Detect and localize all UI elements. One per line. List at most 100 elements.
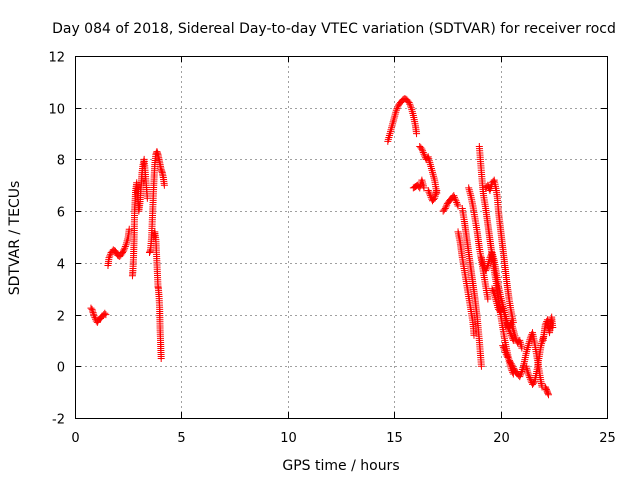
data-point: [524, 370, 532, 378]
data-point: [511, 334, 519, 342]
data-point: [88, 305, 96, 313]
data-point: [125, 225, 133, 233]
y-tick-label: 2: [57, 310, 65, 325]
data-point: [503, 352, 511, 360]
data-point: [158, 167, 166, 175]
data-point: [101, 309, 109, 317]
x-axis-label: GPS time / hours: [282, 458, 399, 474]
data-point: [119, 247, 127, 255]
data-point: [160, 181, 168, 189]
data-point: [426, 192, 434, 200]
data-point: [516, 371, 524, 379]
data-point: [477, 362, 485, 370]
data-point: [102, 311, 110, 319]
x-tick-label: 5: [177, 431, 185, 446]
data-point: [490, 288, 498, 296]
data-point: [453, 200, 461, 208]
data-point: [454, 202, 462, 210]
data-point: [441, 205, 449, 213]
data-point: [90, 310, 98, 318]
data-point: [507, 360, 515, 368]
data-point: [106, 250, 114, 258]
data-point: [417, 144, 425, 152]
data-point: [470, 331, 478, 339]
data-point: [450, 193, 458, 201]
data-point: [484, 295, 492, 303]
y-tick-label: 0: [57, 361, 65, 376]
data-point: [393, 105, 401, 113]
data-point: [121, 242, 129, 250]
data-point: [405, 99, 413, 107]
data-point: [90, 312, 98, 320]
data-point: [153, 149, 161, 157]
x-tick-label: 15: [386, 431, 403, 446]
data-point: [544, 391, 552, 399]
data-point: [450, 192, 458, 200]
data-point: [502, 350, 510, 358]
data-point: [420, 150, 428, 158]
y-tick-label: 12: [48, 51, 65, 66]
data-point: [106, 252, 114, 260]
plot-frame: [75, 56, 608, 419]
data-point: [506, 357, 514, 365]
data-point: [526, 375, 534, 383]
data-point: [419, 147, 427, 155]
x-tick-label: 10: [280, 431, 297, 446]
y-tick-label: 8: [57, 154, 65, 169]
data-point: [453, 199, 461, 207]
data-point: [508, 361, 516, 369]
x-tick-label: 25: [599, 431, 616, 446]
data-point: [544, 389, 552, 397]
data-point: [394, 103, 402, 111]
data-point: [530, 379, 538, 387]
data-point: [120, 246, 128, 254]
data-point: [426, 190, 434, 198]
data-point: [121, 244, 129, 252]
data-point: [482, 265, 490, 273]
data-point: [483, 263, 491, 271]
data-point: [404, 97, 412, 105]
data-point: [452, 197, 460, 205]
data-point: [442, 203, 450, 211]
data-point: [413, 130, 421, 138]
data-point: [451, 195, 459, 203]
data-point: [525, 372, 533, 380]
y-tick-label: 4: [57, 258, 65, 273]
data-point: [489, 286, 497, 294]
data-point: [424, 186, 432, 194]
data-point: [549, 324, 557, 331]
data-point: [91, 314, 99, 322]
data-point: [89, 309, 97, 317]
data-point: [501, 347, 509, 355]
data-point: [418, 145, 426, 153]
data-point: [157, 355, 165, 363]
data-point: [505, 355, 513, 363]
data-point: [510, 364, 518, 372]
y-tick-label: -2: [52, 413, 65, 428]
data-point: [433, 186, 441, 194]
data-point: [392, 106, 400, 114]
data-point: [420, 184, 428, 192]
y-tick-label: 6: [57, 206, 65, 221]
data-point: [443, 201, 451, 209]
x-tick-label: 0: [71, 431, 79, 446]
y-axis-tick-labels: -2 0 2 4 6 8 10 12: [48, 51, 65, 428]
y-tick-label: 10: [48, 103, 65, 118]
y-axis-label: SDTVAR / TECUs: [7, 181, 23, 296]
data-point: [517, 369, 525, 377]
data-point: [146, 247, 154, 255]
data-point: [488, 285, 496, 293]
data-point: [430, 196, 438, 204]
data-points: [87, 95, 557, 399]
data-point: [419, 149, 427, 157]
data-point: [499, 343, 507, 351]
data-point: [516, 373, 524, 381]
data-point: [143, 194, 151, 202]
data-point: [506, 358, 514, 366]
data-point: [87, 304, 95, 312]
data-point: [482, 267, 490, 275]
data-point: [500, 345, 508, 353]
chart-title: Day 084 of 2018, Sidereal Day-to-day VTE…: [52, 21, 616, 37]
